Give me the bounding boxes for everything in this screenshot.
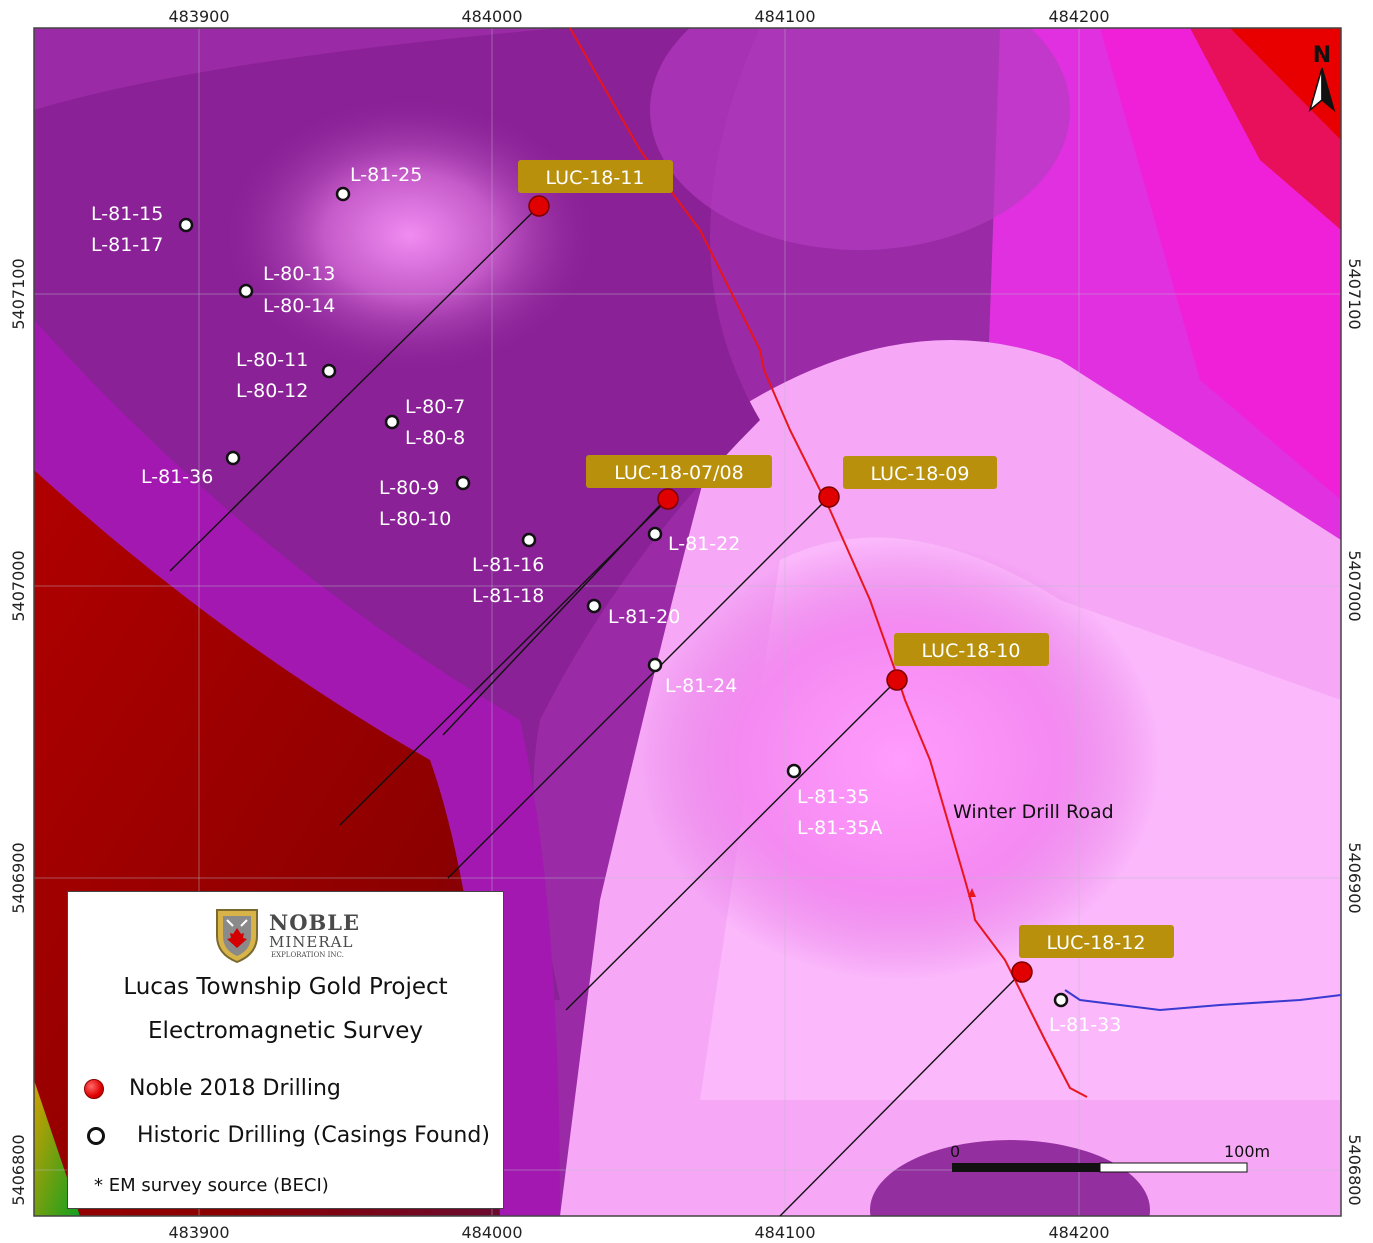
right-y-tick: 5407000 bbox=[1345, 550, 1364, 621]
historic-hole-icon bbox=[225, 450, 241, 466]
legend-note: * EM survey source (BECI) bbox=[94, 1175, 329, 1196]
top-x-tick: 483900 bbox=[168, 7, 229, 26]
historic-label: L-80-8 bbox=[405, 427, 465, 449]
right-y-tick: 5406800 bbox=[1345, 1134, 1364, 1205]
historic-label: L-81-24 bbox=[665, 675, 737, 697]
historic-label: L-80-7 bbox=[405, 396, 465, 418]
historic-label: L-81-20 bbox=[608, 606, 680, 628]
historic-label: L-80-14 bbox=[263, 295, 335, 317]
historic-labels: L-81-25 L-81-15 L-81-17 L-80-13 L-80-14 … bbox=[91, 164, 1121, 1036]
top-x-tick: 484100 bbox=[754, 7, 815, 26]
historic-hole-icon bbox=[786, 763, 802, 779]
white-dot-icon bbox=[87, 1127, 105, 1145]
historic-label: L-81-33 bbox=[1049, 1014, 1121, 1036]
logo-text: NOBLE bbox=[269, 910, 361, 935]
noble-label: LUC-18-11 bbox=[546, 167, 645, 189]
historic-hole-icon bbox=[335, 186, 351, 202]
historic-holes bbox=[178, 186, 1069, 1008]
right-y-tick: 5406900 bbox=[1345, 842, 1364, 913]
left-y-tick: 5407000 bbox=[9, 550, 28, 621]
noble-label: LUC-18-07/08 bbox=[614, 462, 743, 484]
bottom-x-tick: 484000 bbox=[461, 1223, 522, 1242]
historic-label: L-81-22 bbox=[668, 533, 740, 555]
bottom-x-tick: 484200 bbox=[1048, 1223, 1109, 1242]
historic-label: L-80-10 bbox=[379, 508, 451, 530]
left-y-tick: 5407100 bbox=[9, 258, 28, 329]
historic-hole-icon bbox=[321, 363, 337, 379]
road-arrow-icon bbox=[968, 888, 976, 897]
historic-hole-icon bbox=[521, 532, 537, 548]
historic-label: L-81-16 bbox=[472, 554, 544, 576]
historic-label: L-81-17 bbox=[91, 234, 163, 256]
drill-traces bbox=[169, 205, 1023, 1217]
noble-label: LUC-18-10 bbox=[922, 640, 1021, 662]
historic-hole-icon bbox=[647, 526, 663, 542]
map-frame bbox=[33, 27, 1342, 1217]
historic-label: L-80-13 bbox=[263, 263, 335, 285]
top-x-tick: 484000 bbox=[461, 7, 522, 26]
noble-hole-icon bbox=[657, 488, 679, 510]
historic-label: L-80-12 bbox=[236, 380, 308, 402]
top-x-tick: 484200 bbox=[1048, 7, 1109, 26]
scale-start: 0 bbox=[950, 1142, 960, 1161]
historic-label: L-81-25 bbox=[350, 164, 422, 186]
creek bbox=[1064, 989, 1342, 1012]
historic-hole-icon bbox=[238, 283, 254, 299]
noble-label: LUC-18-12 bbox=[1047, 932, 1146, 954]
legend-title: Lucas Township Gold Project bbox=[123, 974, 448, 1000]
left-y-tick: 5406800 bbox=[9, 1134, 28, 1205]
legend-subtitle: Electromagnetic Survey bbox=[148, 1018, 423, 1044]
logo-text: MINERAL bbox=[269, 933, 354, 951]
north-arrow-icon: N bbox=[1308, 43, 1336, 113]
historic-label: L-81-36 bbox=[141, 466, 213, 488]
historic-label: L-81-15 bbox=[91, 203, 163, 225]
north-label: N bbox=[1313, 43, 1331, 68]
noble-labels: LUC-18-11 LUC-18-07/08 LUC-18-09 LUC-18-… bbox=[518, 160, 1174, 958]
historic-hole-icon bbox=[455, 475, 471, 491]
noble-hole-icon bbox=[1011, 961, 1033, 983]
logo-text: EXPLORATION INC. bbox=[271, 951, 344, 959]
historic-hole-icon bbox=[1053, 992, 1069, 1008]
left-y-tick: 5406900 bbox=[9, 842, 28, 913]
legend-item-historic: Historic Drilling (Casings Found) bbox=[84, 1123, 490, 1148]
noble-holes bbox=[528, 195, 1033, 983]
map-legend: NOBLE MINERAL EXPLORATION INC. Lucas Tow… bbox=[67, 891, 504, 1209]
noble-mineral-logo: NOBLE MINERAL EXPLORATION INC. bbox=[213, 906, 393, 968]
noble-label: LUC-18-09 bbox=[871, 463, 970, 485]
noble-hole-icon bbox=[886, 669, 908, 691]
noble-hole-icon bbox=[818, 486, 840, 508]
scale-end: 100m bbox=[1224, 1142, 1270, 1161]
bottom-x-tick: 483900 bbox=[168, 1223, 229, 1242]
legend-item-label: Noble 2018 Drilling bbox=[129, 1076, 341, 1101]
historic-hole-icon bbox=[647, 657, 663, 673]
historic-label: L-81-35 bbox=[797, 786, 869, 808]
historic-hole-icon bbox=[178, 217, 194, 233]
noble-hole-icon bbox=[528, 195, 550, 217]
red-dot-icon bbox=[84, 1079, 104, 1099]
historic-label: L-81-18 bbox=[472, 585, 544, 607]
legend-item-noble: Noble 2018 Drilling bbox=[84, 1076, 341, 1101]
historic-hole-icon bbox=[384, 414, 400, 430]
legend-item-label: Historic Drilling (Casings Found) bbox=[137, 1123, 490, 1148]
road-label: Winter Drill Road bbox=[953, 801, 1114, 823]
bottom-x-tick: 484100 bbox=[754, 1223, 815, 1242]
historic-label: L-80-9 bbox=[379, 477, 439, 499]
historic-hole-icon bbox=[586, 598, 602, 614]
right-y-tick: 5407100 bbox=[1345, 258, 1364, 329]
shield-icon bbox=[216, 909, 258, 964]
scale-bar: 0 100m bbox=[950, 1142, 1270, 1173]
historic-label: L-80-11 bbox=[236, 349, 308, 371]
historic-label: L-81-35A bbox=[797, 817, 882, 839]
